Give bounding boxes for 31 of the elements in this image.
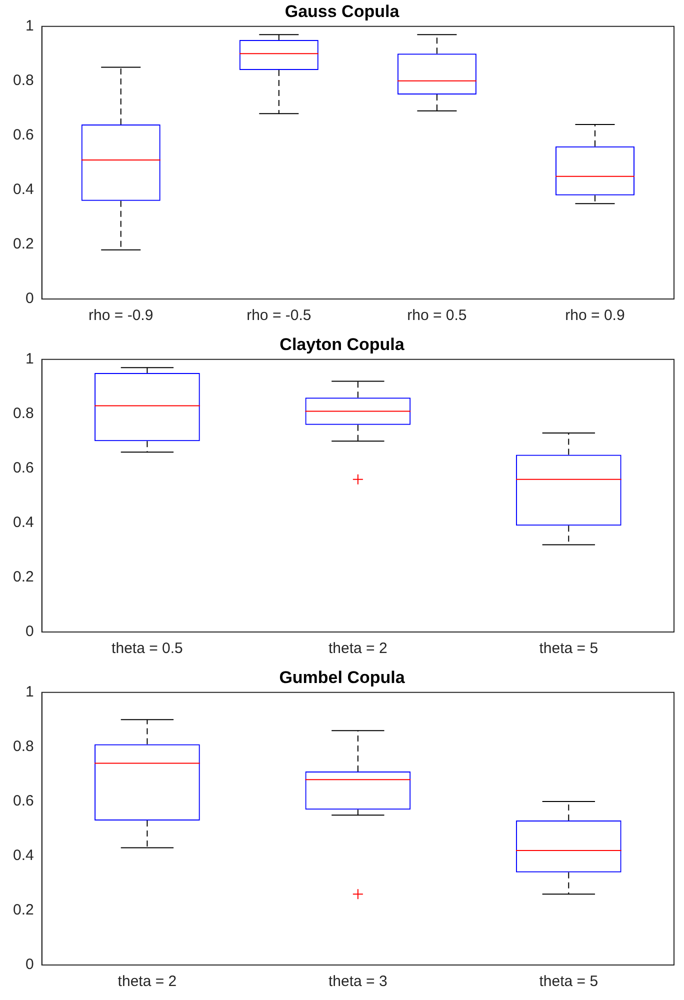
y-tick-label: 0.8 [12,72,34,90]
x-tick-label: theta = 3 [328,973,388,990]
y-tick-label: 0.6 [12,460,34,477]
chart-title: Gauss Copula [284,2,400,21]
y-tick-label: 0.4 [12,514,34,532]
y-tick-label: 1 [26,350,34,368]
x-tick-label: rho = 0.5 [407,307,467,324]
y-tick-label: 0.8 [12,405,34,422]
y-tick-label: 0.4 [12,181,34,198]
x-tick-label: rho = -0.9 [88,307,154,324]
y-tick-label: 0.2 [12,236,34,253]
y-tick-label: 0.6 [12,126,34,144]
y-tick-label: 0.4 [12,847,34,864]
x-tick-label: theta = 0.5 [112,640,183,658]
y-tick-label: 0 [26,956,34,974]
y-tick-label: 1 [26,684,34,701]
chart-title: Gumbel Copula [279,668,406,687]
y-tick-label: 0.2 [12,568,34,586]
x-tick-label: rho = -0.5 [246,307,312,324]
x-tick-label: rho = 0.9 [565,307,625,324]
y-tick-label: 0.6 [12,792,34,810]
y-tick-label: 0.8 [12,738,34,756]
x-tick-label: theta = 5 [539,973,598,990]
y-tick-label: 0 [26,623,34,640]
x-tick-label: theta = 2 [118,973,177,990]
y-tick-label: 1 [26,18,34,35]
y-tick-label: 0 [26,290,34,308]
chart-title: Clayton Copula [280,334,405,354]
y-tick-label: 0.2 [12,902,34,919]
x-tick-label: theta = 5 [539,640,598,658]
x-tick-label: theta = 2 [328,640,388,658]
